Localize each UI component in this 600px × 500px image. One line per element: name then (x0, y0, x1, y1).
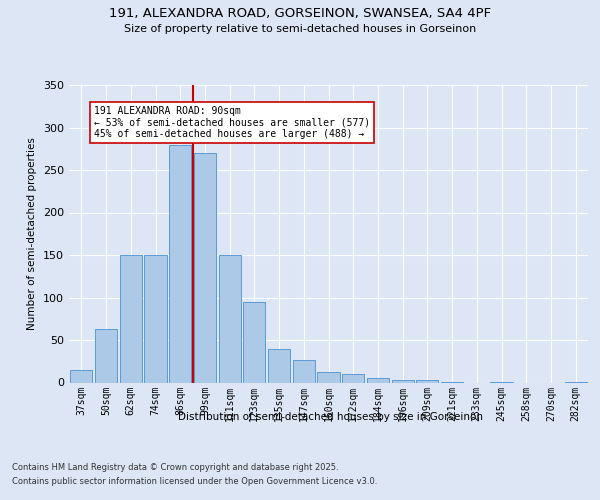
Bar (342, 374, 364, 382)
Y-axis label: Number of semi-detached properties: Number of semi-detached properties (28, 138, 37, 330)
Text: Contains public sector information licensed under the Open Government Licence v3: Contains public sector information licen… (12, 477, 377, 486)
Text: 191, ALEXANDRA ROAD, GORSEINON, SWANSEA, SA4 4PF: 191, ALEXANDRA ROAD, GORSEINON, SWANSEA,… (109, 8, 491, 20)
Bar (218, 255, 241, 382)
Bar (145, 255, 167, 382)
Text: Distribution of semi-detached houses by size in Gorseinon: Distribution of semi-detached houses by … (178, 412, 482, 422)
Bar (243, 302, 265, 382)
Bar (194, 153, 216, 382)
Bar (367, 378, 389, 382)
Bar (268, 348, 290, 382)
Text: 191 ALEXANDRA ROAD: 90sqm
← 53% of semi-detached houses are smaller (577)
45% of: 191 ALEXANDRA ROAD: 90sqm ← 53% of semi-… (94, 106, 370, 140)
Bar (317, 372, 340, 382)
Bar (169, 144, 191, 382)
Text: Contains HM Land Registry data © Crown copyright and database right 2025.: Contains HM Land Registry data © Crown c… (12, 464, 338, 472)
Text: Size of property relative to semi-detached houses in Gorseinon: Size of property relative to semi-detach… (124, 24, 476, 34)
Bar (392, 380, 414, 382)
Bar (416, 380, 439, 382)
Bar (95, 329, 117, 382)
Bar (70, 370, 92, 382)
Bar (293, 360, 315, 382)
Bar (119, 255, 142, 382)
